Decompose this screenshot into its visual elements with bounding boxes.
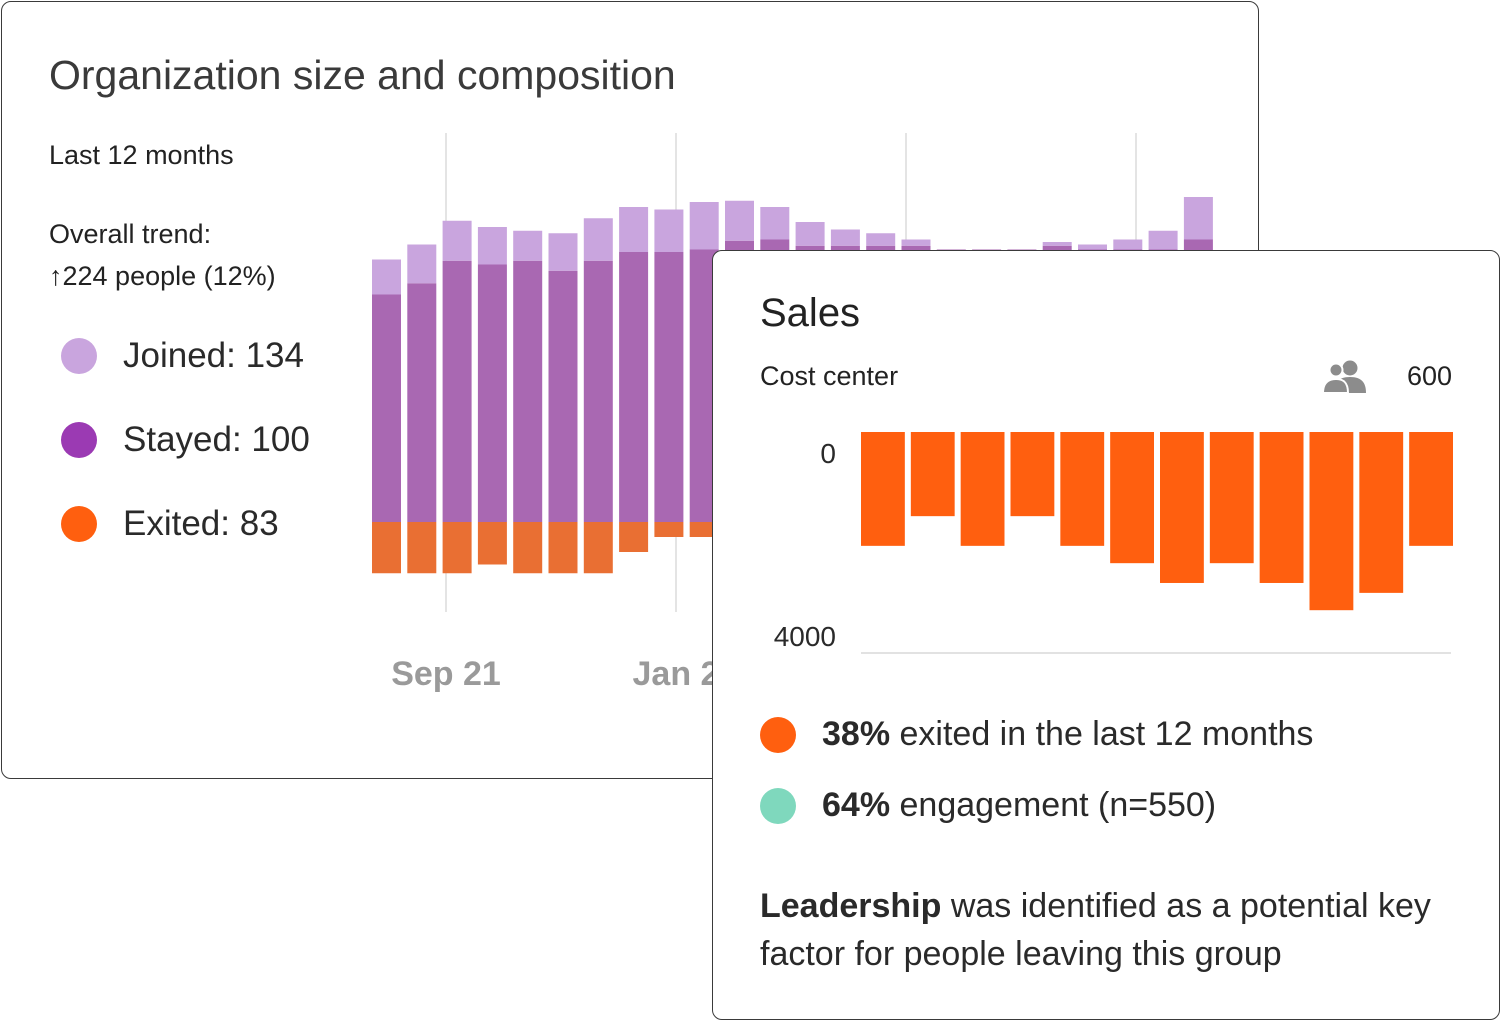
legend-stayed: Stayed: 100 [61, 420, 310, 460]
sales-bar [1409, 432, 1453, 546]
y-tick-label: 0 [820, 438, 836, 469]
legend-exited: Exited: 83 [61, 504, 279, 544]
stat-exited: 38% exited in the last 12 months [760, 715, 1313, 754]
stat-engagement: 64% engagement (n=550) [760, 786, 1216, 825]
bar-stayed [407, 283, 437, 522]
trend-label: Overall trend: [49, 219, 212, 249]
bar-exited [407, 522, 437, 574]
bar-stayed [442, 260, 472, 522]
bar-stayed [513, 260, 543, 522]
period-label: Last 12 months [49, 140, 234, 170]
y-tick-label: 4000 [774, 621, 836, 652]
insight-text: was identified as a potential key factor… [760, 887, 1431, 973]
joined-dot [61, 338, 97, 374]
legend-stayed-label: Stayed: 100 [123, 420, 310, 459]
bar-joined [760, 207, 790, 240]
sales-bar [1209, 432, 1254, 564]
bar-exited [548, 522, 578, 574]
bar-joined [619, 207, 649, 252]
bar-joined [725, 200, 754, 241]
bar-joined [1148, 230, 1178, 250]
x-tick-label: Jan 2 [633, 655, 720, 693]
bar-exited [442, 522, 472, 574]
bar-joined [795, 222, 825, 246]
trend-value: ↑224 people (12%) [49, 261, 276, 291]
bar-joined [407, 244, 437, 284]
bar-stayed [548, 270, 578, 522]
sales-bar [1060, 432, 1105, 546]
bar-joined [689, 202, 719, 250]
bar-joined [1183, 197, 1213, 240]
stat-engagement-dot [760, 787, 796, 824]
bar-joined [1042, 242, 1072, 246]
sales-bar [1110, 432, 1154, 564]
bar-joined [513, 230, 543, 261]
sales-bar [1259, 432, 1304, 583]
insight-note: Leadership was identified as a potential… [760, 882, 1460, 978]
bar-stayed [372, 294, 401, 522]
bar-exited [477, 522, 507, 565]
legend-joined-label: Joined: 134 [123, 336, 304, 375]
insight-factor: Leadership [760, 887, 942, 925]
sales-bar [1010, 432, 1055, 517]
sales-card: Sales Cost center 600 0 4000 38% exited i… [712, 250, 1500, 1020]
org-title: Organization size and composition [49, 52, 676, 98]
sales-bar [1359, 432, 1404, 593]
bar-exited [513, 522, 543, 574]
bar-joined [1113, 239, 1143, 250]
sales-bar [960, 432, 1005, 546]
bar-joined [548, 233, 578, 271]
cost-center-label: Cost center [760, 361, 899, 391]
people-icon [1323, 360, 1366, 393]
bar-joined [1078, 244, 1107, 250]
stat-exited-dot [760, 716, 796, 753]
bar-joined [372, 259, 401, 295]
stat-exited-percent: 38% [822, 715, 891, 753]
bar-stayed [654, 252, 684, 522]
x-tick-label: Sep 21 [391, 655, 501, 693]
bar-joined [654, 209, 684, 252]
bar-exited [583, 522, 613, 574]
bar-joined [866, 233, 896, 246]
sales-bar [861, 432, 905, 546]
sales-title: Sales [760, 291, 861, 335]
bar-joined [583, 218, 613, 261]
sales-bar [1160, 432, 1204, 583]
bar-exited [689, 522, 719, 537]
legend-exited-label: Exited: 83 [123, 504, 279, 543]
bar-joined [477, 227, 507, 265]
people-count: 600 [1406, 361, 1452, 391]
stat-engagement-text: 64% engagement (n=550) [822, 786, 1216, 825]
stat-exited-desc: exited in the last 12 months [890, 715, 1314, 753]
bar-exited [654, 522, 684, 537]
bar-joined [901, 239, 931, 246]
sales-bar [910, 432, 955, 517]
bar-exited [372, 522, 401, 574]
sales-bar [1309, 432, 1354, 611]
bar-exited [619, 522, 649, 552]
legend-joined: Joined: 134 [61, 336, 304, 376]
exited-dot [61, 506, 97, 542]
stat-exited-text: 38% exited in the last 12 months [822, 715, 1313, 754]
stat-engagement-desc: engagement (n=550) [890, 786, 1217, 824]
bar-joined [830, 229, 860, 246]
sales-chart: 0 4000 [774, 432, 1453, 654]
bar-joined [442, 220, 472, 261]
stat-engagement-percent: 64% [822, 786, 891, 824]
bar-stayed [477, 264, 507, 522]
bar-stayed [583, 260, 613, 522]
bar-stayed [619, 252, 649, 522]
stayed-dot [61, 422, 97, 458]
